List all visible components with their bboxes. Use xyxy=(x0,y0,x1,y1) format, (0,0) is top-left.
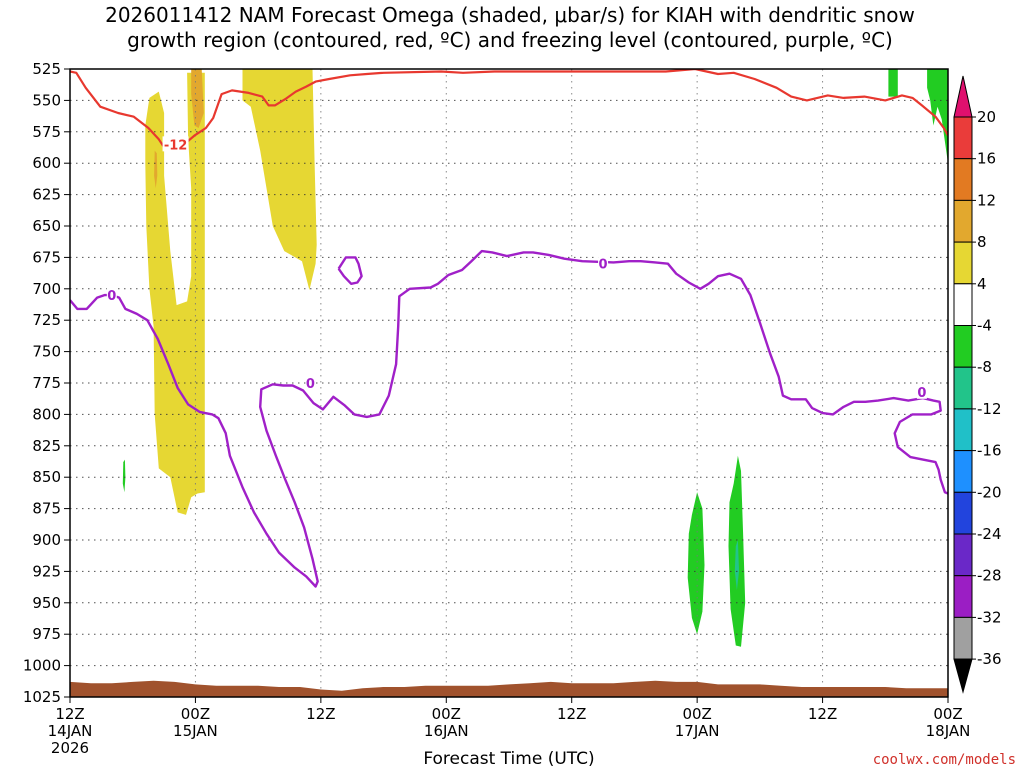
colorbar-label: -20 xyxy=(977,483,1002,501)
x-tick-label: 12Z xyxy=(55,705,84,723)
y-tick-label: 1000 xyxy=(23,657,61,675)
colorbar-bottom-arrow xyxy=(953,658,973,694)
terrain-fill xyxy=(70,680,948,697)
x-tick-label: 15JAN xyxy=(173,722,218,740)
y-tick-label: 925 xyxy=(32,562,61,580)
colorbar-label: -24 xyxy=(977,525,1002,543)
colorbar-label: -16 xyxy=(977,442,1002,460)
x-tick-label: 18JAN xyxy=(926,722,971,740)
freezing-contour-label: 0 xyxy=(306,377,315,392)
colorbar-label: -28 xyxy=(977,567,1002,585)
x-tick-label: 12Z xyxy=(557,705,586,723)
colorbar-label: 8 xyxy=(977,233,987,251)
y-tick-label: 525 xyxy=(32,60,61,78)
y-tick-label: 600 xyxy=(32,154,61,172)
title-line-2: growth region (contoured, red, ºC) and f… xyxy=(127,28,893,52)
colorbar-bin xyxy=(953,616,973,660)
x-tick-label: 16JAN xyxy=(424,722,469,740)
freezing-contour-label: 0 xyxy=(599,258,608,273)
y-tick-label: 900 xyxy=(32,531,61,549)
x-tick-label: 17JAN xyxy=(675,722,720,740)
colorbar-bin xyxy=(953,491,973,535)
omega-region xyxy=(242,69,317,291)
x-tick-label: 12Z xyxy=(808,705,837,723)
x-tick-label: 00Z xyxy=(682,705,711,723)
colorbar-bin xyxy=(953,199,973,243)
colorbar-label: -32 xyxy=(977,608,1002,626)
colorbar-bin xyxy=(953,116,973,160)
x-tick-label: 12Z xyxy=(306,705,335,723)
colorbar-bin xyxy=(953,366,973,410)
x-tick-label: 2026 xyxy=(51,739,89,757)
colorbar-bin xyxy=(953,408,973,452)
y-tick-label: 875 xyxy=(32,500,61,518)
x-tick-label: 00Z xyxy=(432,705,461,723)
plot-area: -12 0 0 0 0 xyxy=(69,68,949,698)
y-tick-label: 775 xyxy=(32,374,61,392)
y-tick-label: 675 xyxy=(32,248,61,266)
colorbar-bin xyxy=(953,533,973,577)
colorbar-bin xyxy=(953,283,973,326)
colorbar-label: -8 xyxy=(977,358,992,376)
x-tick-label: 00Z xyxy=(933,705,962,723)
dgz-contour-label-bg xyxy=(162,136,189,152)
freezing-contour-label-bg xyxy=(916,383,927,399)
omega-region xyxy=(687,492,705,635)
y-tick-label: 850 xyxy=(32,468,61,486)
colorbar-label: -12 xyxy=(977,400,1002,418)
colorbar-top-arrow xyxy=(953,75,973,118)
y-tick-label: 700 xyxy=(32,280,61,298)
freezing-contour-label: 0 xyxy=(107,289,116,304)
colorbar-bin xyxy=(953,241,973,285)
chart-title: 2026011412 NAM Forecast Omega (shaded, μ… xyxy=(105,3,915,52)
y-tick-label: 1025 xyxy=(23,688,61,706)
freezing-contour-line xyxy=(70,249,948,588)
y-tick-label: 825 xyxy=(32,437,61,455)
omega-region xyxy=(734,540,739,591)
y-tick-label: 750 xyxy=(32,343,61,361)
title-line-1: 2026011412 NAM Forecast Omega (shaded, μ… xyxy=(105,3,915,27)
freezing-contour-line xyxy=(337,256,363,285)
x-tick-label: 00Z xyxy=(181,705,210,723)
omega-region xyxy=(191,69,204,128)
colorbar-bin xyxy=(953,158,973,201)
y-tick-label: 625 xyxy=(32,186,61,204)
x-tick-label: 14JAN xyxy=(48,722,93,740)
colorbar-label: 20 xyxy=(977,108,996,126)
colorbar-label: -4 xyxy=(977,317,992,335)
y-tick-label: 650 xyxy=(32,217,61,235)
omega-region xyxy=(888,69,898,97)
omega-region xyxy=(154,150,158,189)
freezing-contour-label-bg xyxy=(598,255,609,271)
terrain-layer xyxy=(70,680,948,697)
y-tick-label: 975 xyxy=(32,625,61,643)
colorbar-label: 16 xyxy=(977,150,996,168)
y-tick-label: 800 xyxy=(32,405,61,423)
y-tick-label: 575 xyxy=(32,123,61,141)
dgz-contour-label: -12 xyxy=(164,138,188,153)
colorbar-label: 12 xyxy=(977,191,996,209)
omega-region xyxy=(122,459,126,493)
freezing-contour-label-bg xyxy=(106,287,117,303)
y-tick-label: 725 xyxy=(32,311,61,329)
colorbar-label: 4 xyxy=(977,275,987,293)
colorbar: 20 16 12 8 4 -4 -8 -12 -16 -20 -24 -28 -32 -36 xyxy=(953,75,1002,694)
freezing-contour-label: 0 xyxy=(917,386,926,401)
x-axis-label: Forecast Time (UTC) xyxy=(423,749,594,768)
y-axis: 525 550 575 600 625 650 675 700 725 750 775 800 825 8… xyxy=(23,60,70,706)
contour-label-layer: -12 0 0 0 0 xyxy=(106,136,927,401)
colorbar-bin xyxy=(953,575,973,618)
credit-text: coolwx.com/models xyxy=(873,752,1016,768)
freezing-contour-label-bg xyxy=(305,375,316,390)
colorbar-bin xyxy=(953,325,973,368)
colorbar-bin xyxy=(953,450,973,493)
omega-region xyxy=(927,69,948,164)
y-tick-label: 550 xyxy=(32,91,61,109)
colorbar-label: -36 xyxy=(977,650,1002,668)
y-tick-label: 950 xyxy=(32,594,61,612)
